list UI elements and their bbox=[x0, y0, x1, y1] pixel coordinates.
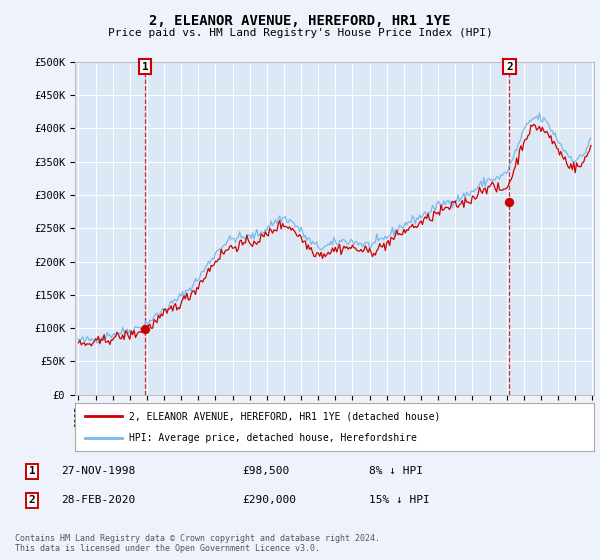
Text: 2, ELEANOR AVENUE, HEREFORD, HR1 1YE (detached house): 2, ELEANOR AVENUE, HEREFORD, HR1 1YE (de… bbox=[130, 411, 441, 421]
Text: Contains HM Land Registry data © Crown copyright and database right 2024.
This d: Contains HM Land Registry data © Crown c… bbox=[15, 534, 380, 553]
Text: 8% ↓ HPI: 8% ↓ HPI bbox=[369, 466, 423, 476]
Text: 28-FEB-2020: 28-FEB-2020 bbox=[61, 495, 135, 505]
Text: 2: 2 bbox=[506, 62, 513, 72]
Text: 27-NOV-1998: 27-NOV-1998 bbox=[61, 466, 135, 476]
Point bbox=[140, 325, 150, 334]
Text: 1: 1 bbox=[142, 62, 149, 72]
Point bbox=[505, 197, 514, 206]
Text: 2, ELEANOR AVENUE, HEREFORD, HR1 1YE: 2, ELEANOR AVENUE, HEREFORD, HR1 1YE bbox=[149, 14, 451, 28]
Text: 15% ↓ HPI: 15% ↓ HPI bbox=[369, 495, 430, 505]
Text: 1: 1 bbox=[29, 466, 35, 476]
Text: £290,000: £290,000 bbox=[242, 495, 296, 505]
Text: Price paid vs. HM Land Registry's House Price Index (HPI): Price paid vs. HM Land Registry's House … bbox=[107, 28, 493, 38]
Text: 2: 2 bbox=[29, 495, 35, 505]
Text: £98,500: £98,500 bbox=[242, 466, 290, 476]
Text: HPI: Average price, detached house, Herefordshire: HPI: Average price, detached house, Here… bbox=[130, 433, 418, 443]
